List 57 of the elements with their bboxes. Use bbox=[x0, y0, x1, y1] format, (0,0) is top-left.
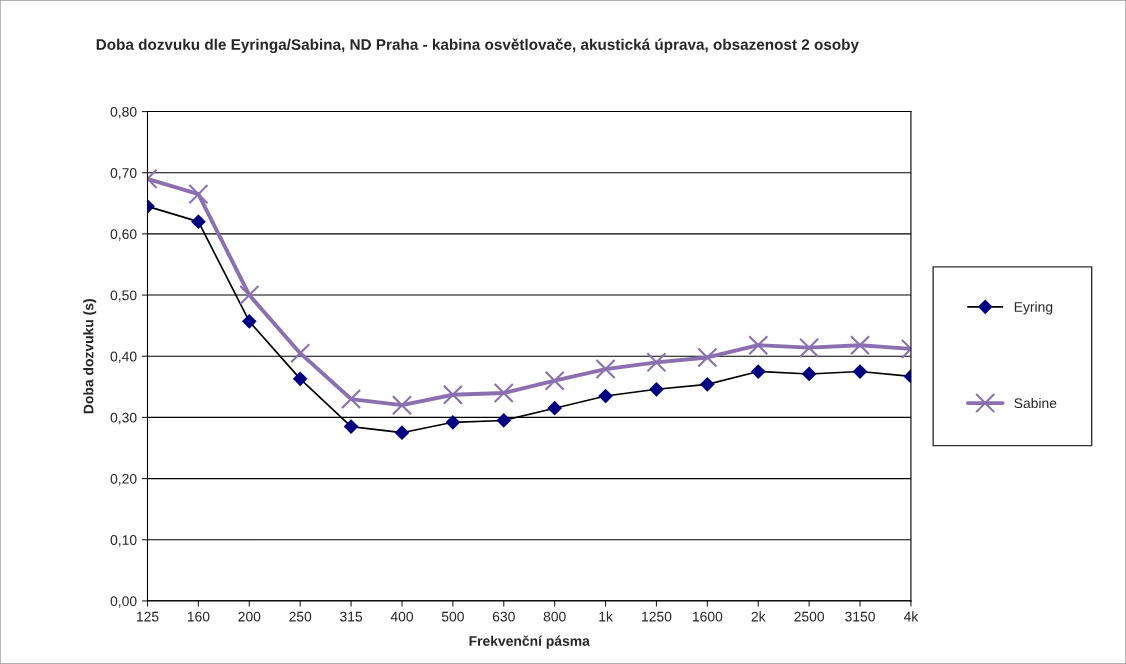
point bbox=[547, 401, 562, 416]
point bbox=[293, 371, 308, 386]
y-tick-label: 0,00 bbox=[110, 596, 137, 608]
y-tick-label: 0,40 bbox=[110, 351, 137, 364]
point bbox=[391, 395, 413, 416]
x-tick-label: 200 bbox=[238, 611, 261, 622]
y-axis-title: Doba dozvuku (s) bbox=[83, 299, 97, 414]
point bbox=[188, 184, 209, 205]
point bbox=[493, 382, 514, 404]
point bbox=[849, 335, 871, 356]
point bbox=[442, 384, 463, 405]
point bbox=[544, 370, 565, 391]
x-tick-label: 1600 bbox=[692, 611, 723, 622]
point bbox=[598, 389, 613, 403]
y-tick-label: 0,50 bbox=[110, 290, 137, 302]
point bbox=[341, 388, 362, 410]
x-tick-label: 1k bbox=[599, 611, 613, 622]
x-tick-label: 630 bbox=[492, 611, 515, 622]
x-tick-label: 3150 bbox=[845, 611, 875, 622]
x-tick-label: 1250 bbox=[642, 611, 672, 622]
point bbox=[239, 285, 260, 306]
point bbox=[748, 335, 769, 356]
x-tick-label: 400 bbox=[390, 611, 414, 622]
x-tick-label: 2k bbox=[751, 611, 766, 622]
point bbox=[395, 425, 409, 440]
point bbox=[646, 352, 667, 373]
x-tick-label: 800 bbox=[543, 611, 566, 622]
point bbox=[700, 377, 715, 392]
y-tick-label: 0,80 bbox=[110, 106, 137, 119]
x-tick-label: 2500 bbox=[794, 611, 825, 622]
legend-label: Eyring bbox=[1014, 301, 1053, 315]
point bbox=[649, 382, 664, 397]
x-tick-label: 250 bbox=[289, 611, 312, 622]
y-tick-label: 0,20 bbox=[110, 473, 137, 486]
x-tick-label: 125 bbox=[136, 611, 159, 622]
x-tick-label: 500 bbox=[441, 611, 464, 622]
point bbox=[799, 337, 820, 358]
x-tick-label: 315 bbox=[340, 611, 363, 622]
x-tick-label: 160 bbox=[187, 611, 210, 622]
point bbox=[697, 347, 718, 368]
y-tick-label: 0,10 bbox=[110, 535, 137, 547]
point bbox=[242, 314, 257, 329]
point bbox=[595, 359, 616, 380]
point bbox=[853, 364, 867, 379]
x-tick-label: 4k bbox=[903, 611, 919, 622]
point bbox=[191, 214, 206, 229]
y-tick-label: 0,60 bbox=[110, 229, 137, 241]
chart-title: Doba dozvuku dle Eyringa/Sabina, ND Praha - kabina osvětlovače, akustická úprava, obsazenost 2 osoby bbox=[96, 38, 859, 54]
point bbox=[751, 364, 766, 379]
x-axis-title: Frekvenční pásma bbox=[469, 635, 590, 649]
point bbox=[802, 367, 817, 381]
point bbox=[496, 413, 511, 428]
legend-label: Sabine bbox=[1014, 397, 1057, 409]
point bbox=[344, 419, 359, 434]
y-tick-label: 0,70 bbox=[110, 168, 137, 180]
y-tick-label: 0,30 bbox=[110, 412, 137, 425]
point bbox=[445, 415, 460, 430]
